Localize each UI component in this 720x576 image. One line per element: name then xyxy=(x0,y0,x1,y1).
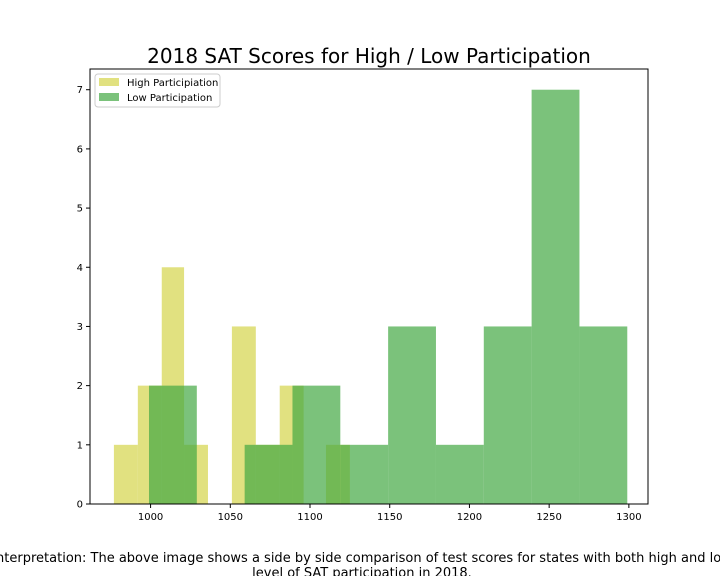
x-tick-label: 1200 xyxy=(457,512,482,523)
y-tick-label: 3 xyxy=(77,322,83,333)
y-tick-label: 2 xyxy=(77,381,83,392)
x-tick-label: 1250 xyxy=(536,512,561,523)
axes-frame xyxy=(89,68,649,505)
histogram-bar xyxy=(579,326,628,504)
histogram-bar xyxy=(244,444,293,504)
caption: Interpretation: The above image shows a … xyxy=(0,551,720,576)
histogram-bar xyxy=(148,385,197,504)
x-tick-label: 1050 xyxy=(218,512,243,523)
histogram-bars xyxy=(113,89,628,504)
legend-label: High Participiation xyxy=(127,78,218,89)
histogram-bar xyxy=(388,326,436,504)
y-tick-label: 6 xyxy=(77,144,83,155)
y-tick-label: 0 xyxy=(77,500,83,511)
chart-title: 2018 SAT Scores for High / Low Participa… xyxy=(147,44,591,68)
histogram-bar xyxy=(292,385,341,504)
legend-box xyxy=(94,73,221,108)
y-tick-label: 5 xyxy=(77,204,83,215)
histogram-bar xyxy=(435,444,484,504)
plot-area: 1000 1050 1100 1150 1200 1250 1300 0 1 2 3 4 5 6 7 xyxy=(77,68,649,523)
y-tick-label: 4 xyxy=(77,263,83,274)
x-tick-label: 1150 xyxy=(377,512,402,523)
y-axis: 0 1 2 3 4 5 6 7 xyxy=(77,85,90,511)
histogram-bar xyxy=(340,444,389,504)
y-tick-label: 1 xyxy=(77,440,83,451)
caption-line: level of SAT participation in 2018. xyxy=(252,566,472,576)
legend-swatch xyxy=(99,93,119,101)
y-tick-label: 7 xyxy=(77,85,83,96)
histogram-bar xyxy=(483,326,532,504)
x-tick-label: 1000 xyxy=(138,512,163,523)
x-axis: 1000 1050 1100 1150 1200 1250 1300 xyxy=(138,504,642,523)
histogram-bar xyxy=(531,89,580,504)
legend-label: Low Participation xyxy=(127,93,212,104)
x-tick-label: 1100 xyxy=(297,512,322,523)
histogram-bar xyxy=(113,444,138,504)
caption-line: Interpretation: The above image shows a … xyxy=(0,551,720,566)
x-tick-label: 1300 xyxy=(616,512,641,523)
legend: High Participiation Low Participation xyxy=(94,73,221,108)
legend-swatch xyxy=(99,78,119,86)
